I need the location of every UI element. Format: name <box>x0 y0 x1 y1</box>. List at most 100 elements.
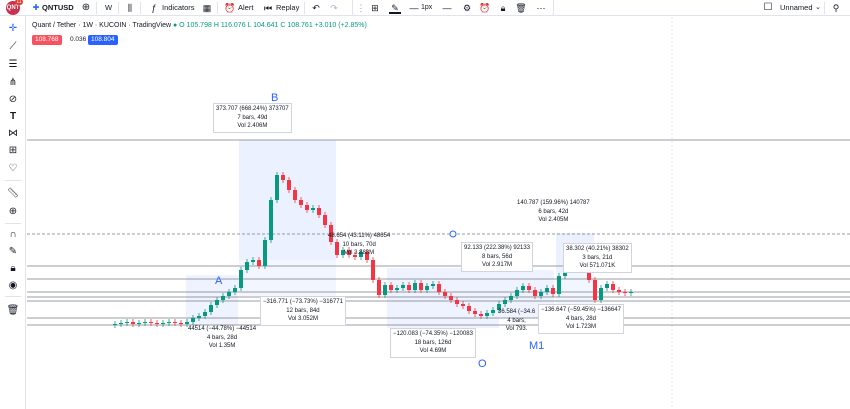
compare-plus-icon[interactable]: ⊕ <box>81 2 91 13</box>
candle-body <box>317 208 321 215</box>
search-icon[interactable]: ⚲ <box>832 3 840 13</box>
separator <box>118 2 119 14</box>
candle-body <box>479 314 483 316</box>
candle-body <box>179 323 183 324</box>
wave-label-a[interactable]: A <box>215 275 223 287</box>
wave-label-b[interactable]: B <box>271 92 279 104</box>
undo-icon[interactable]: ↶ <box>312 3 320 13</box>
symbol-icon: ✚ <box>32 3 40 12</box>
candle-body <box>599 288 603 300</box>
lock-icon[interactable]: 🔒︎ <box>500 3 506 13</box>
line-color-swatch <box>389 12 401 14</box>
replay-icon: ⏮ <box>263 3 273 13</box>
prediction-icon[interactable]: ⊞ <box>8 145 18 156</box>
indicators-button[interactable]: Indicators <box>162 3 195 12</box>
candle-body <box>539 292 543 296</box>
measurement-label[interactable]: 373.707 (668.24%) 373707 7 bars, 49d Vol… <box>213 103 292 133</box>
candle-body <box>545 288 549 292</box>
measure-box-b[interactable] <box>239 140 336 260</box>
candle-body <box>245 262 249 270</box>
notification-badge: 11 <box>15 0 23 5</box>
candle-body <box>521 286 525 290</box>
zoom-in-icon[interactable]: ⊕ <box>8 206 18 217</box>
replay-button[interactable]: Replay <box>276 3 300 12</box>
drag-handle-icon[interactable]: ⋮ <box>356 3 366 13</box>
line-handle[interactable] <box>449 230 457 238</box>
sell-price-chip[interactable]: 108.768 <box>32 35 62 45</box>
measure-volume: Vol 1.35M <box>208 343 236 349</box>
measure-bars: 4 bars, 28d <box>565 315 596 322</box>
buy-price-chip[interactable]: 108.804 <box>88 35 118 45</box>
brush-icon[interactable]: ⊘ <box>8 94 18 105</box>
spread-chip: 0.036 <box>70 36 87 43</box>
bar-style-icon[interactable]: ⫼ <box>127 3 133 13</box>
crosshair-icon[interactable]: ✛ <box>8 23 18 34</box>
template-icon[interactable]: ⊞ <box>371 3 379 13</box>
candle-body <box>617 290 621 292</box>
line-width-icon[interactable]: — <box>409 3 419 13</box>
candle-body <box>293 190 297 200</box>
line-width-value[interactable]: 1px <box>421 4 433 11</box>
candle-body <box>407 285 411 290</box>
alert-add-icon[interactable]: ⏰ <box>479 3 491 13</box>
layout-name-button[interactable]: Unnamed <box>780 3 813 12</box>
candle-body <box>509 296 513 300</box>
candle-body <box>221 296 225 300</box>
magnet-icon[interactable]: ∩ <box>9 229 17 240</box>
measure-volume: Vol 2.405M <box>538 217 569 223</box>
measurement-label[interactable]: −120.083 (−74.35%) −120083 18 bars, 126d… <box>390 328 476 358</box>
lock-icon[interactable]: 🔒︎ <box>10 263 16 274</box>
measure-change: 36.584 (−34.6 <box>498 309 536 315</box>
measure-volume: Vol 2.917M <box>482 262 513 268</box>
measurement-label[interactable]: 38.302 (40.21%) 38302 3 bars, 21d Vol 57… <box>563 243 632 273</box>
measurement-label[interactable]: 48.654 (43.11%) 48654 10 bars, 70d Vol 3… <box>326 231 392 259</box>
measure-volume: Vol 2.406M <box>237 123 268 129</box>
line-style-icon[interactable]: — <box>442 3 452 13</box>
trendline-icon[interactable]: ⟋ <box>9 41 17 52</box>
candle-body <box>191 318 195 322</box>
line-color-pencil-icon[interactable]: ✎ <box>391 3 399 13</box>
lock-drawings-icon[interactable]: ✎ <box>8 246 18 257</box>
legend-title[interactable]: Quant / Tether · 1W · KUCOIN · TradingVi… <box>32 22 172 29</box>
measurement-label[interactable]: −136.647 (−59.45%) −136647 4 bars, 28d V… <box>538 304 624 334</box>
alert-button[interactable]: Alert <box>238 3 254 12</box>
measure-bars: 4 bars, <box>507 317 526 324</box>
trash-icon[interactable]: 🗑︎ <box>6 305 20 316</box>
separator <box>304 2 305 14</box>
layout-square-icon[interactable]: ☐ <box>763 2 773 13</box>
favorites-heart-icon[interactable]: ♡ <box>8 163 18 174</box>
measurement-label[interactable]: −316.771 (−73.73%) −316771 12 bars, 84d … <box>260 296 346 326</box>
alert-clock-icon: ⏰ <box>224 3 236 13</box>
redo-icon[interactable]: ↷ <box>330 3 338 13</box>
text-tool-icon[interactable]: T <box>9 111 17 122</box>
candle-body <box>347 250 351 255</box>
measure-box-a[interactable] <box>186 275 238 325</box>
measure-volume: Vol 3.052M <box>287 316 318 322</box>
interval-button[interactable]: W <box>105 3 113 12</box>
more-options-icon[interactable]: ⋯ <box>536 3 546 13</box>
measurement-label[interactable]: 140.787 (159.96%) 140787 6 bars, 42d Vol… <box>515 198 592 226</box>
horizontal-lines-icon[interactable]: ☰ <box>8 59 18 70</box>
measurement-label[interactable]: 36.584 (−34.6 4 bars, Vol 793. <box>496 307 537 335</box>
ruler-icon[interactable]: 📏︎ <box>6 188 20 199</box>
candle-body <box>275 175 279 200</box>
measure-volume: Vol 3.888M <box>344 250 375 256</box>
wave-label-o[interactable]: O <box>478 358 487 370</box>
delete-trash-icon[interactable]: 🗑︎ <box>515 3 527 13</box>
measurement-label[interactable]: 92.133 (222.38%) 92133 8 bars, 56d Vol 2… <box>461 242 534 272</box>
wave-label-m1[interactable]: M1 <box>529 340 545 352</box>
measure-volume: Vol 571.071K <box>579 263 616 269</box>
pitchfork-icon[interactable]: ⋔ <box>8 77 18 88</box>
chevron-down-icon[interactable]: ⌄ <box>815 4 821 11</box>
measure-box-drop[interactable] <box>239 260 336 296</box>
measure-change: 373.707 (668.24%) 373707 <box>216 106 289 112</box>
templates-grid-icon[interactable]: ▦ <box>202 3 212 13</box>
settings-gear-icon[interactable]: ⚙ <box>462 3 472 13</box>
measure-box-o[interactable] <box>387 268 499 328</box>
symbol-search-button[interactable]: QNTUSD <box>42 3 74 12</box>
measurement-label[interactable]: 44514 (−44.78%) −44514 4 bars, 28d Vol 1… <box>186 324 258 352</box>
patterns-icon[interactable]: ⋈ <box>8 128 18 139</box>
eye-icon[interactable]: ◉ <box>8 280 18 291</box>
candle-body <box>185 322 189 324</box>
candle-body <box>503 300 507 304</box>
